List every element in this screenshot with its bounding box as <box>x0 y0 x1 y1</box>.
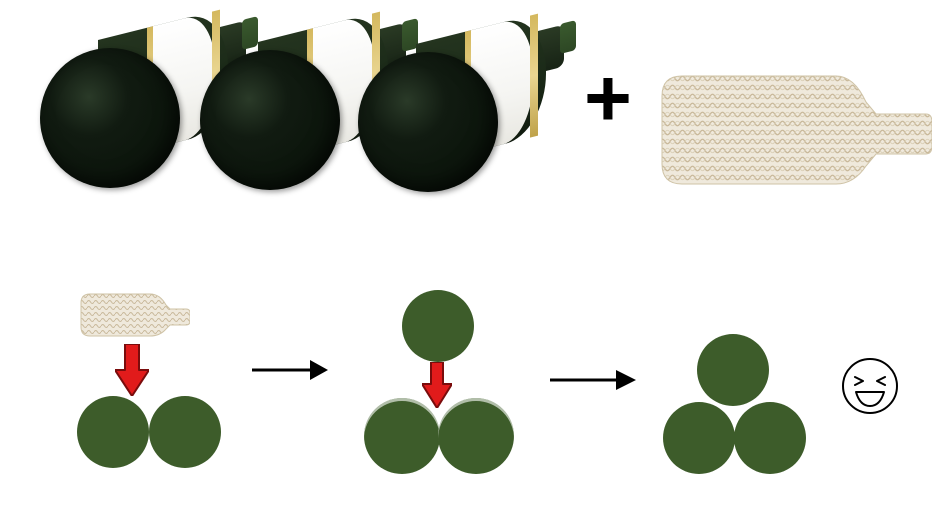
sleeve-large <box>660 74 932 186</box>
step3-circle-left <box>663 402 735 474</box>
arrow-1 <box>250 356 330 384</box>
step1-circle-right <box>149 396 221 468</box>
step3-circle-top <box>697 334 769 406</box>
plus-icon: + <box>584 58 632 140</box>
diagram-stage: + <box>0 0 937 523</box>
red-arrow-2 <box>422 362 452 408</box>
step2-circle-top <box>402 290 474 362</box>
step2-circle-right <box>438 398 514 474</box>
step1-circle-left <box>77 396 149 468</box>
arrow-2 <box>548 366 638 394</box>
red-arrow-1 <box>115 344 149 396</box>
laughing-face-icon <box>840 356 900 416</box>
sleeve-small <box>80 293 190 337</box>
step3-circle-right <box>734 402 806 474</box>
step2-circle-left <box>364 398 440 474</box>
